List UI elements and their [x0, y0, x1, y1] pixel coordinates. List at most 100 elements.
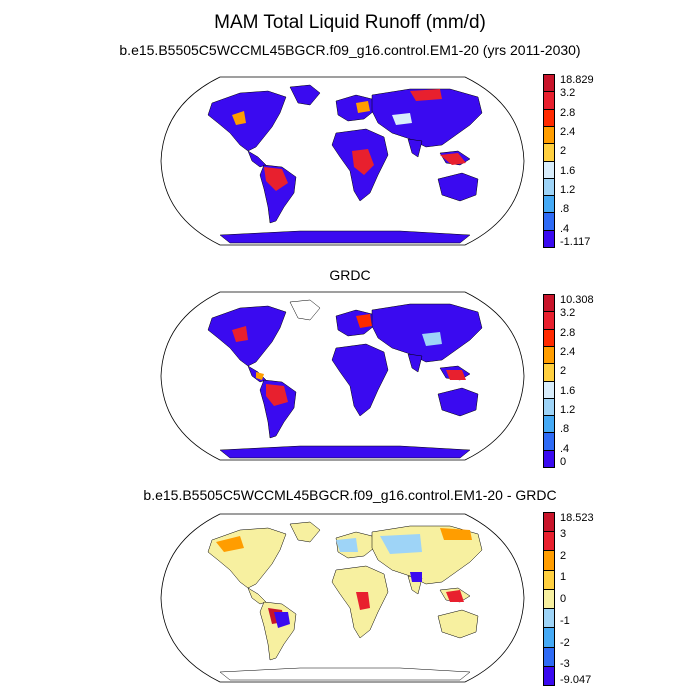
- world-map: [160, 76, 525, 246]
- colorbar-label: .8: [560, 423, 570, 436]
- africa-landmass: [331, 343, 389, 417]
- colorbar-label: 1.6: [560, 384, 576, 397]
- colorbar-label: 2.8: [560, 106, 576, 119]
- colorbar-label: -1: [560, 614, 570, 627]
- runoff-patch: [446, 590, 464, 602]
- runoff-patch: [446, 370, 466, 380]
- runoff-patch: [392, 113, 412, 125]
- india-landmass: [407, 353, 423, 373]
- colorbar: 0.4 .8 1.2 1.6 2 2.4 2.8 3.2 10.308: [543, 294, 613, 468]
- colorbar-label: 3.2: [560, 307, 576, 320]
- runoff-patch: [440, 528, 472, 540]
- camerica-landmass: [247, 150, 267, 168]
- colorbar-swatch: [544, 531, 554, 551]
- runoff-patch: [266, 384, 288, 406]
- colorbar-swatch: [544, 91, 554, 109]
- colorbar-swatch: [544, 646, 554, 666]
- colorbar-label: 0: [560, 593, 567, 605]
- colorbar-swatches: [543, 512, 555, 686]
- colorbar-swatch: [544, 345, 554, 364]
- colorbar-label: -3: [560, 658, 570, 671]
- runoff-patch: [352, 149, 374, 175]
- runoff-patch: [410, 572, 422, 582]
- colorbar-label: -2: [560, 636, 570, 649]
- antarctica-landmass: [219, 667, 471, 681]
- colorbar: -9.047 -3 -2 -1 0 1 2 3 18.523: [543, 512, 613, 686]
- colorbar-swatch: [544, 229, 554, 247]
- colorbar-label: 18.523: [560, 512, 594, 524]
- colorbar-label: -9.047: [560, 674, 592, 686]
- colorbar-label: .4: [560, 222, 570, 235]
- colorbar-label: .8: [560, 203, 570, 216]
- runoff-patch: [232, 326, 248, 342]
- greenland-landmass: [289, 521, 321, 543]
- figure-title: MAM Total Liquid Runoff (mm/d): [214, 12, 486, 33]
- colorbar-label: 2.4: [560, 346, 576, 358]
- colorbar-swatch: [544, 328, 554, 346]
- australia-landmass: [437, 609, 479, 639]
- greenland-landmass: [289, 84, 321, 106]
- colorbar-swatch: [544, 397, 554, 416]
- runoff-patch: [264, 167, 288, 191]
- runoff-patch: [422, 332, 442, 346]
- panel-title: GRDC: [329, 267, 371, 283]
- colorbar-swatch: [544, 665, 554, 685]
- india-landmass: [407, 138, 423, 158]
- colorbar-swatches: [543, 294, 555, 468]
- colorbar-label: 2.4: [560, 126, 576, 138]
- colorbar-label: 3: [560, 527, 567, 540]
- colorbar-swatches: [543, 74, 555, 248]
- colorbar-swatch: [544, 415, 554, 433]
- runoff-patch: [440, 153, 466, 165]
- colorbar-swatch: [544, 160, 554, 178]
- colorbar-swatch: [544, 588, 554, 609]
- colorbar: -1.117.4 .8 1.2 1.6 2 2.4 2.8 3.2 18.829: [543, 74, 613, 248]
- colorbar-label: 18.829: [560, 74, 594, 86]
- australia-landmass: [437, 387, 479, 417]
- antarctica-landmass: [219, 230, 471, 244]
- colorbar-swatch: [544, 363, 554, 381]
- panel-title: b.e15.B5505C5WCCML45BGCR.f09_g16.control…: [119, 42, 581, 58]
- colorbar-label: 1.2: [560, 404, 576, 416]
- runoff-patch: [356, 101, 370, 113]
- camerica-landmass: [247, 587, 267, 605]
- colorbar-swatch: [544, 75, 554, 92]
- colorbar-label: -1.117: [560, 236, 591, 248]
- namerica-landmass: [207, 90, 287, 152]
- runoff-patch: [216, 536, 244, 552]
- colorbar-swatch: [544, 432, 554, 450]
- europe-landmass: [335, 94, 375, 122]
- colorbar-swatch: [544, 177, 554, 196]
- greenland-landmass: [289, 299, 321, 321]
- colorbar-label: 2: [560, 549, 567, 562]
- colorbar-label: 1.6: [560, 164, 576, 177]
- colorbar-swatch: [544, 295, 554, 312]
- runoff-patch: [356, 592, 370, 610]
- colorbar-swatch: [544, 449, 554, 467]
- colorbar-label: .4: [560, 442, 570, 455]
- colorbar-swatch: [544, 550, 554, 570]
- colorbar-label: 1: [560, 571, 567, 584]
- australia-landmass: [437, 172, 479, 202]
- runoff-patch: [410, 89, 442, 101]
- runoff-patch: [336, 538, 358, 552]
- colorbar-label: 2: [560, 365, 567, 378]
- colorbar-swatch: [544, 212, 554, 230]
- asia-landmass: [371, 303, 483, 363]
- colorbar-swatch: [544, 311, 554, 329]
- asia-landmass: [371, 88, 483, 148]
- colorbar-label: 2: [560, 145, 567, 158]
- runoff-patch: [380, 534, 422, 554]
- colorbar-label: 0: [560, 456, 567, 468]
- runoff-patch: [232, 111, 246, 125]
- colorbar-swatch: [544, 513, 554, 532]
- colorbar-swatch: [544, 143, 554, 161]
- runoff-patch: [256, 372, 264, 380]
- colorbar-label: 10.308: [560, 294, 594, 306]
- runoff-patch: [274, 612, 290, 628]
- colorbar-swatch: [544, 627, 554, 647]
- colorbar-swatch: [544, 569, 554, 589]
- colorbar-label: 1.2: [560, 184, 576, 196]
- runoff-patch: [356, 314, 372, 328]
- world-map: [160, 291, 525, 461]
